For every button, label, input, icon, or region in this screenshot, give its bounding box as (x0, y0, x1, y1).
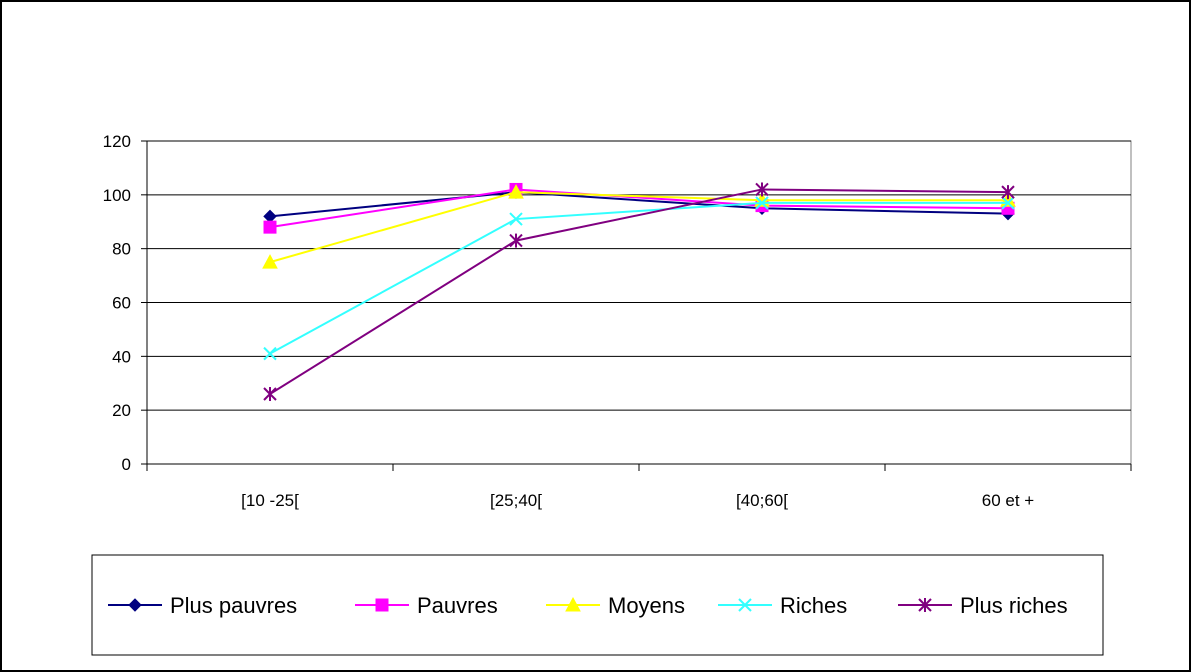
x-tick-label: [10 -25[ (241, 491, 299, 510)
data-point (263, 387, 277, 402)
legend-label: Plus pauvres (170, 593, 297, 618)
legend-marker (128, 598, 142, 612)
legend-item: Plus pauvres (108, 593, 297, 618)
legend-marker (565, 596, 581, 612)
series-line-2 (269, 188, 1009, 229)
data-point (508, 184, 524, 199)
y-tick-label: 100 (103, 186, 131, 205)
plot-area: 0 20 40 60 80 100 120 [10 -25[ [25;40[ [40;60[ 60 … (103, 132, 1132, 510)
y-tick-label: 120 (103, 132, 131, 151)
x-tick-label: [25;40[ (490, 491, 542, 510)
data-point (1001, 196, 1015, 210)
data-point (1001, 185, 1015, 200)
series-line-3 (269, 191, 1008, 264)
legend-marker (375, 598, 389, 612)
y-tick-label: 0 (122, 455, 131, 474)
legend-label: Plus riches (960, 593, 1068, 618)
y-tick-label: 80 (112, 240, 131, 259)
data-point (509, 233, 523, 248)
legend: Plus pauvres Pauvres Moyens Riches Plus rich… (91, 554, 1104, 656)
series-line-4 (269, 201, 1008, 355)
legend-item: Plus riches (898, 593, 1068, 618)
y-tick-label: 20 (112, 401, 131, 420)
data-point (509, 212, 523, 226)
legend-item: Pauvres (355, 593, 498, 618)
y-tick-label: 60 (112, 294, 131, 313)
data-point (755, 196, 769, 210)
legend-marker (918, 598, 932, 612)
x-tick-label: 60 et + (982, 491, 1035, 510)
legend-item: Riches (718, 593, 847, 618)
data-point (262, 254, 278, 269)
legend-item: Moyens (546, 593, 685, 618)
legend-label: Moyens (608, 593, 685, 618)
series-line-1 (269, 191, 1009, 218)
series-line-5 (269, 188, 1009, 395)
data-point (755, 182, 769, 197)
legend-label: Pauvres (417, 593, 498, 618)
y-tick-label: 40 (112, 347, 131, 366)
x-tick-label: [40;60[ (736, 491, 788, 510)
data-point (263, 220, 277, 234)
data-point (263, 346, 277, 361)
legend-label: Riches (780, 593, 847, 618)
legend-marker (738, 598, 752, 612)
